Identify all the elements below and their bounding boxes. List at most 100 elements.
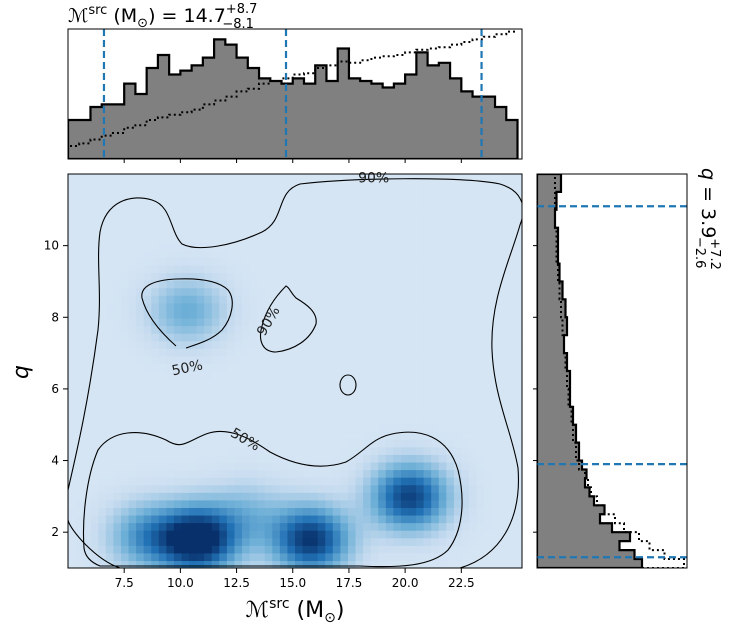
heatmap-cell xyxy=(128,386,137,395)
heatmap-cell xyxy=(469,560,478,568)
heatmap-cell xyxy=(113,257,122,266)
heatmap-cell xyxy=(151,348,160,357)
heatmap-cell xyxy=(469,317,478,327)
heatmap-cell xyxy=(204,340,213,349)
heatmap-cell xyxy=(461,257,470,266)
heatmap-cell xyxy=(257,401,266,410)
heatmap-cell xyxy=(120,469,130,478)
heatmap-cell xyxy=(143,264,152,274)
heatmap-cell xyxy=(393,174,402,183)
heatmap-cell xyxy=(431,408,440,418)
heatmap-cell xyxy=(196,204,205,213)
heatmap-cell xyxy=(204,514,213,524)
heatmap-cell xyxy=(158,264,167,274)
heatmap-cell xyxy=(325,371,334,380)
heatmap-cell xyxy=(219,280,228,289)
heatmap-cell xyxy=(491,530,500,539)
heatmap-cell xyxy=(385,401,394,410)
heatmap-cell xyxy=(347,431,357,440)
heatmap-cell xyxy=(264,333,273,342)
heatmap-cell xyxy=(219,560,228,568)
heatmap-cell xyxy=(476,204,485,213)
heatmap-cell xyxy=(136,461,145,471)
heatmap-cell xyxy=(264,272,273,281)
heatmap-cell xyxy=(506,484,516,493)
heatmap-cell xyxy=(317,264,326,274)
heatmap-cell xyxy=(128,431,137,440)
heatmap-cell xyxy=(408,264,417,274)
heatmap-cell xyxy=(113,484,122,493)
heatmap-cell xyxy=(453,287,463,296)
heatmap-cell xyxy=(325,204,334,213)
heatmap-cell xyxy=(438,174,447,183)
heatmap-cell xyxy=(325,552,334,562)
heatmap-cell xyxy=(234,378,243,387)
heatmap-cell xyxy=(173,371,183,380)
heatmap-cell xyxy=(310,355,319,365)
heatmap-cell xyxy=(204,507,213,516)
heatmap-cell xyxy=(257,257,266,266)
heatmap-cell xyxy=(287,454,296,463)
heatmap-cell xyxy=(75,416,84,425)
heatmap-cell xyxy=(400,333,410,342)
heatmap-cell xyxy=(272,204,281,213)
heatmap-cell xyxy=(370,310,379,319)
heatmap-cell xyxy=(347,189,357,198)
heatmap-cell xyxy=(166,416,175,425)
heatmap-cell xyxy=(295,257,304,266)
heatmap-cell xyxy=(514,363,522,372)
heatmap-cell xyxy=(249,363,258,372)
heatmap-cell xyxy=(302,264,311,274)
heatmap-cell xyxy=(287,499,296,508)
heatmap-cell xyxy=(257,507,266,516)
heatmap-cell xyxy=(128,469,137,478)
heatmap-cell xyxy=(272,295,281,304)
heatmap-cell xyxy=(295,227,304,236)
heatmap-cell xyxy=(249,189,258,198)
heatmap-cell xyxy=(90,393,99,402)
heatmap-cell xyxy=(136,522,145,531)
heatmap-cell xyxy=(416,257,425,266)
heatmap-cell xyxy=(234,317,243,327)
heatmap-cell xyxy=(393,424,402,433)
heatmap-cell xyxy=(310,439,319,448)
heatmap-cell xyxy=(453,454,463,463)
heatmap-cell xyxy=(158,249,167,258)
heatmap-cell xyxy=(249,560,258,568)
heatmap-cell xyxy=(423,310,432,319)
heatmap-cell xyxy=(105,454,114,463)
heatmap-cell xyxy=(189,537,198,546)
heatmap-cell xyxy=(68,393,77,402)
heatmap-cell xyxy=(317,234,326,243)
heatmap-cell xyxy=(105,355,114,365)
heatmap-cell xyxy=(506,446,516,455)
heatmap-cell xyxy=(408,446,417,455)
heatmap-cell xyxy=(211,477,220,486)
heatmap-cell xyxy=(310,408,319,418)
joint-panel: 90%90%50%50% 7.5 10.0 12.5 15.0 17.5 20.0 22.5… xyxy=(9,171,523,626)
heatmap-cell xyxy=(181,204,190,213)
heatmap-cell xyxy=(158,484,167,493)
heatmap-cell xyxy=(287,363,296,372)
heatmap-cell xyxy=(166,325,175,334)
heatmap-cell xyxy=(347,227,357,236)
heatmap-cell xyxy=(219,227,228,236)
heatmap-cell xyxy=(431,461,440,471)
heatmap-cell xyxy=(264,242,273,251)
heatmap-cell xyxy=(310,333,319,342)
heatmap-cell xyxy=(181,545,190,554)
heatmap-cell xyxy=(234,234,243,243)
heatmap-cell xyxy=(325,302,334,311)
heatmap-cell xyxy=(484,484,493,493)
heatmap-cell xyxy=(211,227,220,236)
heatmap-cell xyxy=(491,287,500,296)
heatmap-cell xyxy=(295,514,304,524)
heatmap-cell xyxy=(120,514,130,524)
heatmap-cell xyxy=(279,477,289,486)
heatmap-cell xyxy=(491,545,500,554)
heatmap-cell xyxy=(136,272,145,281)
heatmap-cell xyxy=(347,310,357,319)
heatmap-cell xyxy=(196,499,205,508)
heatmap-cell xyxy=(325,234,334,243)
heatmap-cell xyxy=(173,461,183,471)
